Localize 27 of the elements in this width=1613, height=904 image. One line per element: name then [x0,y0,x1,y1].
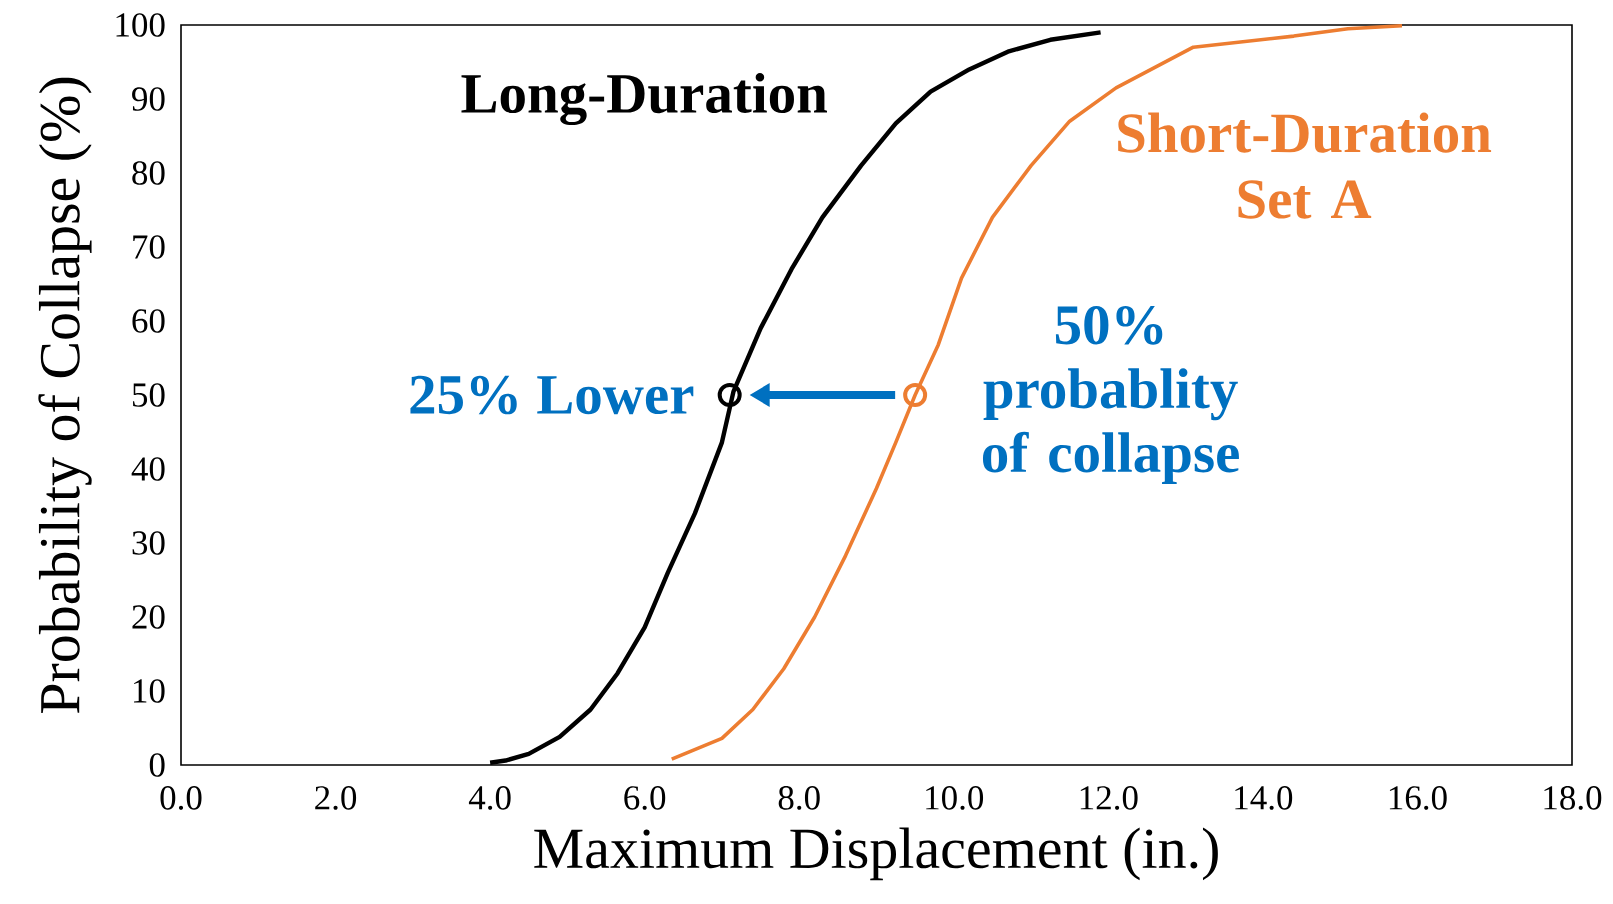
y-tick-label: 60 [132,309,165,333]
x-tick-label: 12.0 [1080,786,1138,810]
x-tick-label: 4.0 [468,786,511,810]
y-axis-title: Probability of Collapse (%) [38,77,92,714]
x-tick-label: 10.0 [926,786,984,810]
y-tick-label: 30 [132,531,165,555]
annotation: 25% Lower [410,375,694,415]
y-tick-label: 0 [149,753,165,777]
x-tick-label: 6.0 [624,786,666,810]
x-tick-label: 16.0 [1389,786,1447,810]
x-tick-label: 0.0 [160,786,202,810]
y-tick-label: 70 [133,235,165,259]
x-tick-label: 14.0 [1235,786,1293,810]
y-tick-label: 40 [131,457,165,481]
series-label: Short-Duration Set A [1118,112,1492,219]
series-label: Long-Duration [461,72,828,126]
y-tick-label: 90 [132,87,165,111]
x-tick-label: 2.0 [315,786,357,810]
annotation: 50% probablity of collapse [982,305,1239,485]
y-tick-label: 50 [132,383,165,407]
x-tick-label: 18.0 [1544,786,1602,810]
y-tick-label: 20 [132,605,165,629]
y-tick-label: 80 [132,161,165,185]
x-axis-title: Maximum Displacement (in.) [534,827,1218,881]
y-tick-label: 10 [134,679,165,703]
x-tick-label: 8.0 [778,786,820,810]
y-tick-label: 100 [116,13,165,37]
